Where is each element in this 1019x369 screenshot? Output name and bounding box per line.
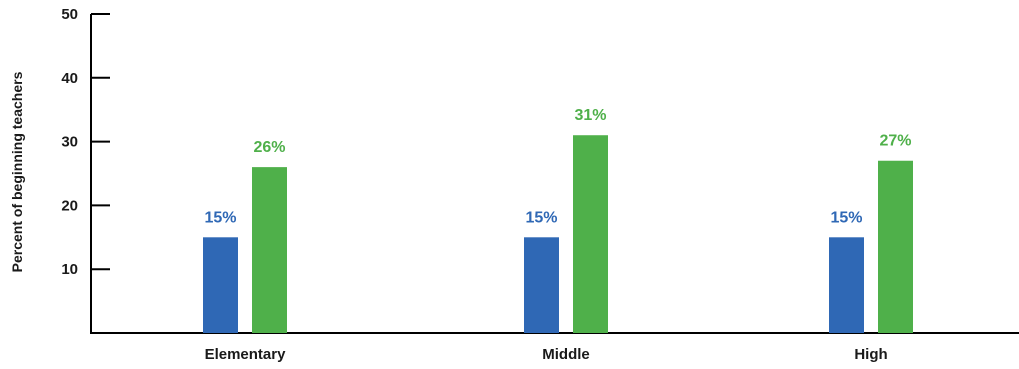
- bar: [524, 237, 559, 333]
- y-ticks: 10 20 30 40 50: [61, 6, 110, 278]
- bar: [573, 135, 608, 333]
- bar-value-label: 15%: [830, 209, 862, 226]
- bars: [203, 135, 913, 333]
- bar-value-label: 15%: [204, 209, 236, 226]
- bar-value-label: 15%: [525, 209, 557, 226]
- y-axis-title: Percent of beginning teachers: [9, 71, 25, 272]
- y-tick-label: 50: [61, 6, 78, 23]
- bar: [203, 237, 238, 333]
- x-category-label: Elementary: [205, 346, 287, 363]
- y-tick-label: 10: [61, 261, 78, 278]
- bar-value-label: 26%: [253, 139, 285, 156]
- x-category-label: Middle: [542, 346, 590, 363]
- bar-value-label: 27%: [879, 133, 911, 150]
- bar: [252, 167, 287, 333]
- y-tick-label: 30: [61, 134, 78, 151]
- x-category-label: High: [854, 346, 887, 363]
- bar-value-label: 31%: [574, 107, 606, 124]
- data-labels: 15% 26% 15% 31% 15% 27%: [204, 107, 911, 226]
- x-category-labels: Elementary Middle High: [205, 346, 888, 363]
- y-tick-label: 20: [61, 197, 78, 214]
- bar: [878, 160, 913, 333]
- y-tick-label: 40: [61, 70, 78, 87]
- bar: [829, 237, 864, 333]
